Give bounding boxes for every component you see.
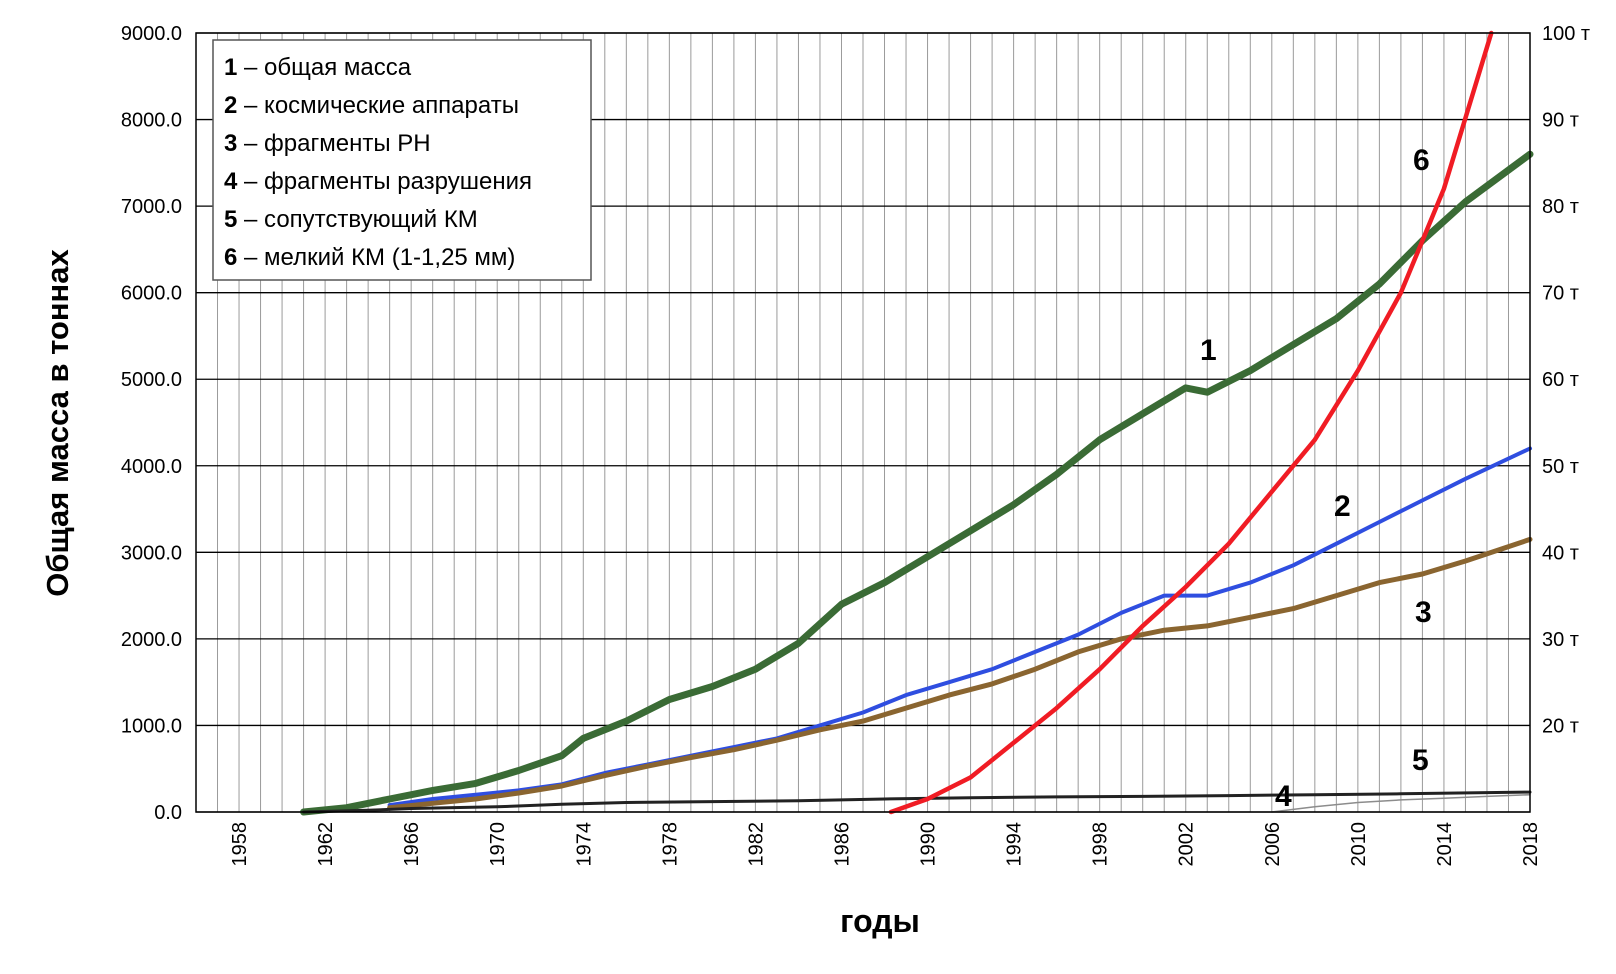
series-label-6: 6 xyxy=(1413,144,1430,177)
y-tick-label: 6000.0 xyxy=(121,283,182,305)
series-line-6 xyxy=(888,30,1494,815)
x-tick-label: 2006 xyxy=(1262,822,1284,867)
series-line-3 xyxy=(387,536,1533,811)
series-label-2: 2 xyxy=(1334,490,1351,523)
y2-tick-label: 50 т xyxy=(1542,456,1579,478)
y2-tick-labels: 20 т 30 т 40 т 50 т 60 т 70 т 80 т 90 т 100 т xyxy=(1542,23,1590,737)
x-tick-label: 2010 xyxy=(1348,822,1370,867)
x-tick-label: 1986 xyxy=(831,822,853,867)
y2-tick-label: 20 т xyxy=(1542,715,1579,737)
legend-entry-2: 2 – космические аппараты xyxy=(224,92,519,119)
y-tick-label: 1000.0 xyxy=(121,715,182,737)
y2-tick-label: 80 т xyxy=(1542,196,1579,218)
y-tick-label: 2000.0 xyxy=(121,629,182,651)
legend-box xyxy=(212,39,592,281)
series-label-3: 3 xyxy=(1415,596,1432,629)
x-tick-label: 1962 xyxy=(315,822,337,867)
y2-tick-label: 100 т xyxy=(1542,23,1590,45)
x-tick-label: 2014 xyxy=(1434,822,1456,867)
legend-entry-4: 4 – фрагменты разрушения xyxy=(224,168,532,195)
y-axis-title: Общая масса в тоннах xyxy=(40,248,75,596)
x-tick-label: 1998 xyxy=(1090,822,1112,867)
x-tick-label: 1982 xyxy=(745,822,767,867)
y-tick-label: 7000.0 xyxy=(121,196,182,218)
y2-tick-label: 60 т xyxy=(1542,369,1579,391)
y-tick-label: 0.0 xyxy=(154,802,182,824)
x-axis-title: годы xyxy=(840,903,920,939)
x-tick-label: 1974 xyxy=(573,822,595,867)
legend-entry-3: 3 – фрагменты РН xyxy=(224,130,431,157)
y-tick-label: 5000.0 xyxy=(121,369,182,391)
y-tick-label: 8000.0 xyxy=(121,110,182,132)
y-tick-labels: 0.0 1000.0 2000.0 3000.0 4000.0 5000.0 6000.0 7… xyxy=(121,23,182,824)
y2-tick-label: 70 т xyxy=(1542,283,1579,305)
legend: 1 – общая масса 2 – космические аппараты… xyxy=(212,39,592,281)
series-line-5 xyxy=(1271,793,1531,813)
x-tick-labels: 1958 1962 1966 1970 1974 1978 1982 1986 1990 1994… xyxy=(229,822,1542,867)
legend-entry-1: 1 – общая масса xyxy=(224,54,412,81)
plot-frame xyxy=(195,32,1531,813)
x-tick-label: 1994 xyxy=(1004,822,1026,867)
series-label-1: 1 xyxy=(1200,334,1217,367)
series-label-5: 5 xyxy=(1412,744,1429,777)
legend-entry-5: 5 – сопутствующий КМ xyxy=(224,206,478,233)
x-tick-label: 1966 xyxy=(401,822,423,867)
series-line-2 xyxy=(387,446,1532,808)
x-tick-label: 1978 xyxy=(659,822,681,867)
x-tick-label: 2018 xyxy=(1520,822,1542,867)
y-tick-label: 4000.0 xyxy=(121,456,182,478)
series-line-4 xyxy=(302,790,1532,814)
series-label-4: 4 xyxy=(1275,780,1292,813)
y-tick-label: 3000.0 xyxy=(121,542,182,564)
series-layer xyxy=(300,30,1534,816)
y-tick-label: 9000.0 xyxy=(121,23,182,45)
series-line-1 xyxy=(300,150,1534,816)
x-tick-label: 1990 xyxy=(918,822,940,867)
x-tick-label: 2002 xyxy=(1176,822,1198,867)
y2-tick-label: 90 т xyxy=(1542,110,1579,132)
legend-entry-6: 6 – мелкий КМ (1-1,25 мм) xyxy=(224,244,515,271)
x-tick-label: 1970 xyxy=(487,822,509,867)
y2-tick-label: 40 т xyxy=(1542,542,1579,564)
x-tick-label: 1958 xyxy=(229,822,251,867)
y2-tick-label: 30 т xyxy=(1542,629,1579,651)
